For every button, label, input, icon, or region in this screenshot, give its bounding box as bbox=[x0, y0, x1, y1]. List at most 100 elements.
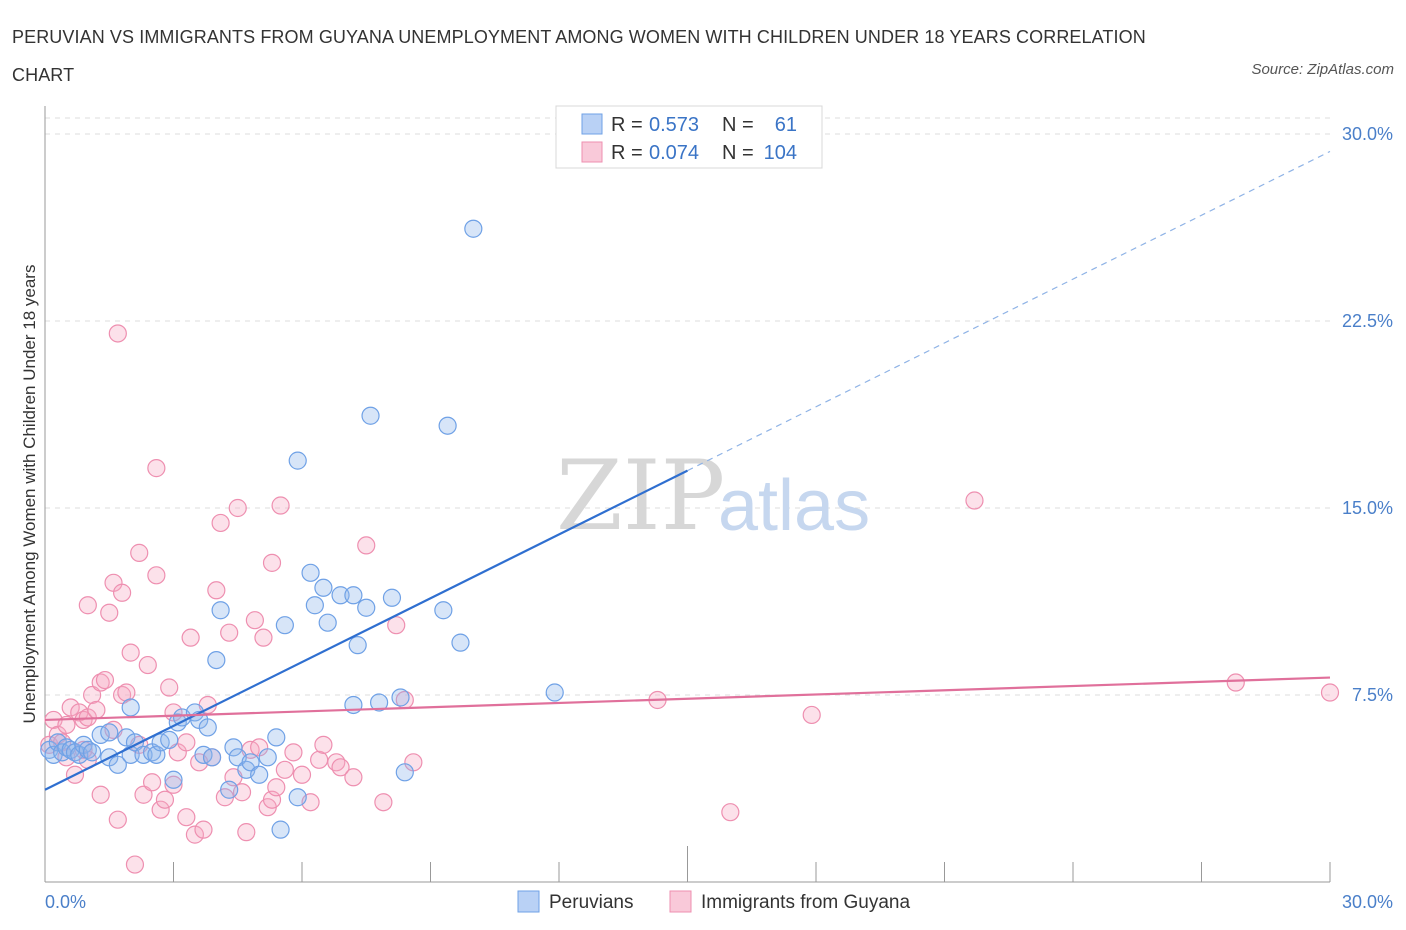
peruvians-point-59 bbox=[395, 763, 414, 782]
x-tick-label-1: 30.0% bbox=[1342, 892, 1393, 912]
guyana-point-43 bbox=[177, 733, 196, 752]
guyana-point-44 bbox=[181, 628, 200, 647]
series-legend-swatch-peruvians bbox=[517, 890, 540, 913]
source-label: Source: ZipAtlas.com bbox=[1251, 61, 1394, 78]
y-tick-labels: 7.5% 15.0% 22.5% 30.0% bbox=[1342, 124, 1393, 705]
guyana-point-23 bbox=[108, 324, 127, 343]
peruvians-point-23 bbox=[160, 730, 179, 749]
guyana-point-77 bbox=[374, 793, 393, 812]
peruvians-point-63 bbox=[464, 219, 483, 238]
guyana-point-39 bbox=[164, 775, 183, 794]
chart-title: PERUVIAN VS IMMIGRANTS FROM GUYANA UNEMP… bbox=[12, 27, 1146, 85]
peruvians-point-34 bbox=[220, 780, 239, 799]
legend-swatch-guyana bbox=[581, 141, 603, 163]
peruvians-point-53 bbox=[348, 636, 367, 655]
guyana-point-18 bbox=[95, 670, 115, 690]
peruvians-point-44 bbox=[288, 788, 307, 807]
watermark: ZIP atlas bbox=[556, 440, 870, 552]
peruvians-point-33 bbox=[211, 601, 230, 620]
guyana-point-57 bbox=[237, 823, 256, 842]
x-tick-labels: 0.0% 30.0% bbox=[45, 892, 1393, 912]
guyana-point-32 bbox=[138, 655, 157, 675]
guyana-point-64 bbox=[262, 553, 282, 572]
peruvians-point-17 bbox=[121, 698, 140, 717]
guyana-point-65 bbox=[267, 778, 286, 797]
series-peruvians-points bbox=[40, 219, 564, 839]
grid bbox=[45, 117, 1330, 696]
guyana-point-22 bbox=[108, 810, 127, 829]
legend-n-value-2: 104 bbox=[764, 142, 797, 164]
peruvians-point-45 bbox=[288, 451, 307, 470]
guyana-point-37 bbox=[155, 790, 175, 809]
guyana-point-85 bbox=[1226, 673, 1245, 692]
watermark-atlas: atlas bbox=[718, 466, 870, 546]
peruvians-point-60 bbox=[434, 601, 453, 620]
guyana-point-72 bbox=[314, 735, 333, 754]
peruvians-point-50 bbox=[331, 586, 350, 605]
guyana-point-26 bbox=[117, 683, 136, 702]
guyana-point-71 bbox=[310, 750, 329, 769]
peruvians-point-54 bbox=[357, 598, 376, 617]
guyana-point-66 bbox=[271, 496, 290, 515]
peruvians-point-62 bbox=[451, 633, 470, 652]
legend-n-label-1: N = bbox=[722, 114, 754, 136]
guyana-point-78 bbox=[387, 616, 406, 635]
guyana-point-69 bbox=[292, 765, 312, 784]
series-legend: Peruvians Immigrants from Guyana bbox=[517, 890, 910, 913]
guyana-point-74 bbox=[331, 758, 350, 777]
guyana-point-35 bbox=[147, 459, 166, 478]
y-tick-label-2: 22.5% bbox=[1342, 311, 1393, 331]
guyana-point-82 bbox=[721, 803, 740, 822]
x-tick-label-0: 0.0% bbox=[45, 892, 86, 912]
peruvians-point-47 bbox=[305, 596, 324, 615]
peruvians-point-46 bbox=[301, 563, 320, 582]
y-tick-label-0: 7.5% bbox=[1352, 685, 1393, 705]
peruvians-point-31 bbox=[202, 748, 222, 767]
guyana-point-86 bbox=[1320, 683, 1340, 702]
guyana-point-50 bbox=[207, 581, 226, 600]
guyana-point-14 bbox=[83, 685, 102, 705]
peruvians-point-24 bbox=[164, 770, 183, 789]
guyana-point-5 bbox=[57, 715, 76, 735]
legend-swatch-peruvians bbox=[581, 113, 603, 135]
guyana-point-36 bbox=[151, 800, 170, 819]
correlation-legend: R = 0.573 N = 61 R = 0.074 N = 104 bbox=[555, 105, 823, 169]
guyana-point-31 bbox=[134, 785, 153, 804]
peruvians-point-57 bbox=[382, 588, 402, 607]
guyana-point-68 bbox=[284, 743, 303, 762]
guyana-point-6 bbox=[61, 698, 80, 717]
guyana-trend-line bbox=[44, 676, 1331, 722]
series-legend-peruvians: Peruvians bbox=[549, 892, 634, 913]
legend-n-value-1: 61 bbox=[775, 114, 797, 136]
peruvians-point-10 bbox=[83, 743, 102, 762]
guyana-point-83 bbox=[802, 705, 821, 725]
peruvians-point-48 bbox=[314, 578, 333, 597]
guyana-point-25 bbox=[112, 583, 132, 602]
peruvians-point-35 bbox=[224, 738, 243, 757]
peruvians-point-40 bbox=[258, 748, 277, 767]
guyana-point-13 bbox=[78, 596, 97, 615]
guyana-point-59 bbox=[245, 611, 264, 630]
guyana-point-30 bbox=[130, 543, 149, 562]
guyana-point-75 bbox=[344, 768, 363, 787]
y-tick-label-3: 30.0% bbox=[1342, 124, 1393, 144]
peruvians-point-38 bbox=[241, 753, 260, 772]
y-axis-label: Unemployment Among Women with Children U… bbox=[20, 265, 39, 724]
peruvians-point-58 bbox=[391, 688, 410, 707]
peruvians-point-56 bbox=[370, 693, 389, 712]
guyana-point-53 bbox=[220, 623, 239, 642]
guyana-point-84 bbox=[965, 491, 984, 510]
peruvians-point-51 bbox=[344, 586, 363, 605]
guyana-point-15 bbox=[87, 700, 106, 720]
guyana-point-76 bbox=[357, 536, 376, 555]
peruvians-trend-extension bbox=[687, 150, 1331, 472]
peruvians-trend-line bbox=[44, 469, 688, 791]
peruvians-point-32 bbox=[207, 650, 226, 670]
peruvians-point-14 bbox=[108, 755, 127, 774]
peruvians-point-49 bbox=[318, 613, 337, 632]
guyana-point-51 bbox=[211, 513, 230, 533]
peruvians-point-42 bbox=[271, 820, 290, 839]
guyana-point-19 bbox=[100, 603, 119, 622]
peruvians-point-13 bbox=[100, 723, 119, 742]
